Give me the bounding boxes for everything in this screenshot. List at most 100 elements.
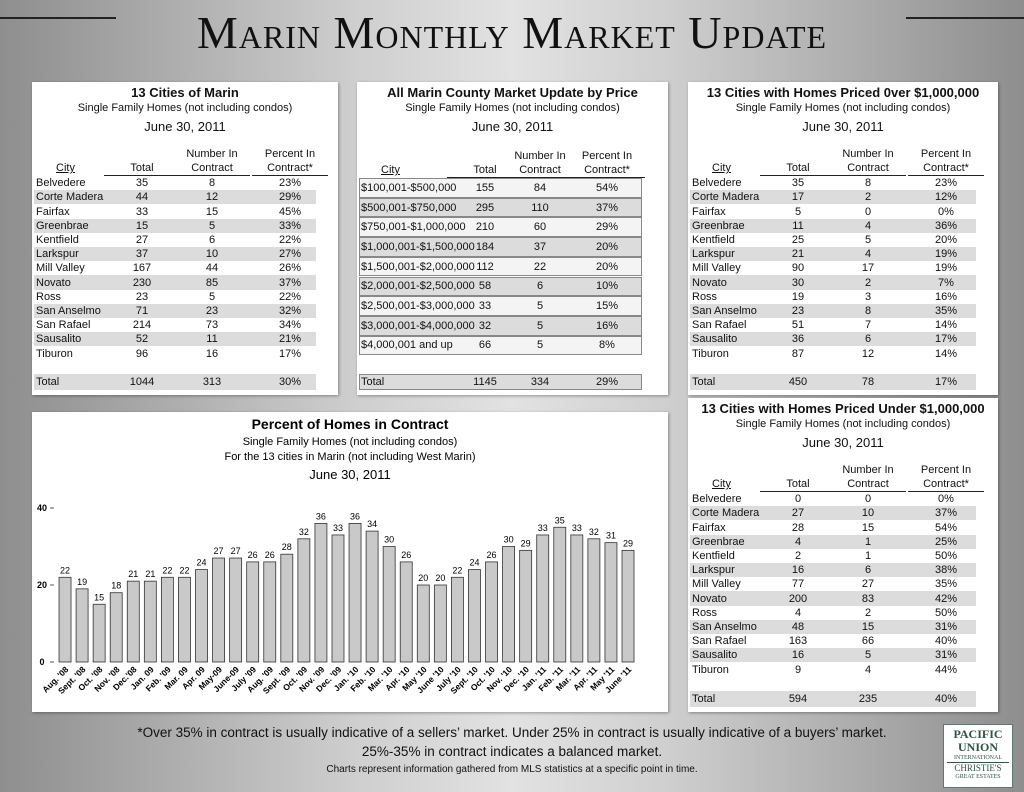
table-cell: 210	[475, 221, 495, 234]
row-band	[34, 190, 316, 205]
table-cell: 10	[861, 507, 875, 520]
bar	[587, 538, 601, 663]
table-cell: 22	[533, 260, 547, 273]
table-cell: 17%	[934, 333, 958, 346]
table-cell: 10%	[595, 280, 619, 293]
table-cell: 8	[208, 177, 216, 190]
table-subtitle: Single Family Homes (not including condo…	[735, 418, 951, 430]
chart-title: Percent of Homes in Contract	[252, 416, 449, 432]
table-cell: 15%	[595, 300, 619, 313]
chart-date: June 30, 2011	[309, 467, 390, 482]
table-cell: 66	[478, 339, 492, 352]
table-cell: 184	[475, 240, 495, 253]
column-header: City	[381, 164, 400, 176]
data-label: 36	[350, 511, 360, 521]
data-label: 26	[265, 550, 275, 560]
table-cell: Mill Valley	[36, 262, 85, 275]
table-cell: 23	[135, 290, 149, 303]
table-cell: Tiburon	[692, 347, 729, 360]
table-cell: 60	[533, 221, 547, 234]
column-header: Percent In Contract*	[908, 463, 984, 492]
table-panel: All Marin County Market Update by Price S…	[357, 82, 668, 395]
logo-line: GREAT ESTATES	[955, 774, 1001, 780]
total-cell: 78	[861, 376, 875, 388]
column-header: Percent In Contract*	[908, 147, 984, 176]
column-header: City	[712, 478, 731, 490]
total-cell: 29%	[595, 376, 619, 388]
table-cell: 5	[864, 233, 872, 246]
data-label: 26	[248, 550, 258, 560]
bar	[263, 561, 277, 663]
row-band	[690, 619, 976, 634]
table-cell: 38%	[934, 564, 958, 577]
table-cell: 0%	[938, 205, 954, 218]
table-cell: Mill Valley	[692, 262, 741, 275]
table-cell: 5	[536, 339, 544, 352]
row-band	[359, 374, 642, 390]
table-cell: 54%	[934, 521, 958, 534]
data-label: 35	[555, 515, 565, 525]
row-band	[359, 296, 642, 316]
column-header: Number In Contract	[502, 149, 578, 178]
table-cell: Novato	[36, 276, 71, 289]
bar	[280, 553, 294, 663]
bar	[229, 557, 243, 663]
y-tick-label: 40	[37, 503, 47, 513]
table-cell: 90	[791, 262, 805, 275]
table-cell: Kentfield	[692, 233, 735, 246]
bar	[468, 569, 481, 663]
table-cell: Ross	[692, 290, 718, 303]
table-cell: 25	[791, 233, 805, 246]
table-cell: 163	[788, 635, 808, 648]
main-title: Marin Monthly Market Update	[196, 7, 828, 58]
table-cell: 230	[132, 276, 152, 289]
table-cell: 25%	[934, 535, 958, 548]
table-cell: 17	[861, 262, 875, 275]
row-band	[690, 303, 976, 318]
bar	[348, 523, 362, 663]
table-cell: 200	[788, 592, 808, 605]
table-title: All Marin County Market Update by Price	[387, 85, 638, 100]
table-cell: 5	[208, 290, 216, 303]
table-cell: 20%	[595, 260, 619, 273]
table-cell: 44	[205, 262, 219, 275]
bar	[451, 576, 464, 663]
table-cell: 2	[864, 191, 872, 204]
table-cell: 45%	[278, 205, 302, 218]
table-cell: 7%	[938, 276, 954, 289]
table-cell: 15	[861, 521, 875, 534]
table-cell: 23	[205, 304, 219, 317]
table-cell: 48	[791, 620, 805, 633]
bar	[212, 557, 225, 663]
table-cell: 0%	[938, 493, 954, 506]
table-cell: 26%	[278, 262, 302, 275]
row-band	[359, 178, 642, 198]
bar	[399, 561, 413, 663]
table-cell: 2	[864, 606, 872, 619]
table-cell: $100,001-$500,000	[361, 181, 457, 194]
table-cell: 6	[864, 333, 872, 346]
row-band	[690, 563, 976, 578]
table-cell: 8%	[599, 339, 615, 352]
row-band	[359, 237, 642, 257]
table-cell: Greenbrae	[36, 219, 89, 232]
table-cell: 22%	[278, 233, 302, 246]
data-label: 32	[299, 527, 309, 537]
table-cell: San Anselmo	[692, 304, 757, 317]
table-cell: 0	[864, 205, 872, 218]
table-cell: 1	[864, 535, 872, 548]
table-cell: 9	[794, 663, 802, 676]
chart-panel: Percent of Homes in Contract Single Fami…	[32, 412, 668, 712]
table-cell: Corte Madera	[692, 507, 760, 520]
table-cell: 5	[208, 219, 216, 232]
chart: Percent of Homes in Contract Single Fami…	[37, 416, 635, 696]
table-cell: 17%	[278, 347, 302, 360]
table-cell: Sausalito	[692, 333, 738, 346]
table-subtitle: Single Family Homes (not including condo…	[405, 102, 620, 114]
table-cell: $3,000,001-$4,000,000	[361, 319, 475, 332]
logo: PACIFIC UNION INTERNATIONAL CHRISTIE'S G…	[943, 724, 1013, 788]
table-cell: 73	[205, 319, 219, 332]
data-label: 27	[231, 546, 241, 556]
data-label: 24	[197, 558, 207, 568]
table-cell: Kentfield	[692, 549, 735, 562]
